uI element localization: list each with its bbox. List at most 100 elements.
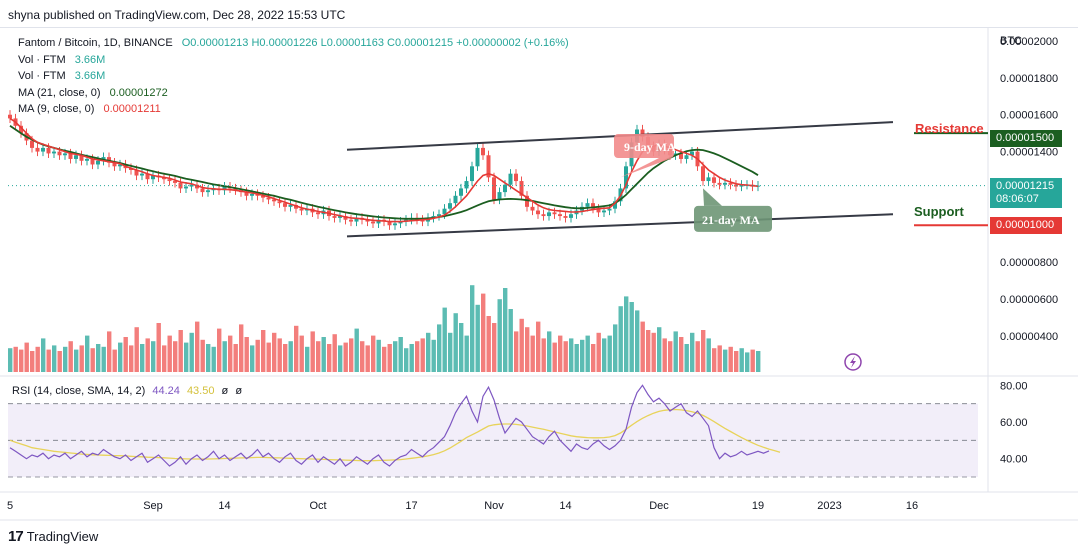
- candle-body: [448, 203, 452, 209]
- volume-bar: [756, 351, 761, 372]
- candle-body: [57, 151, 62, 156]
- volume-bar: [525, 327, 530, 372]
- rsi-label[interactable]: RSI (14, close, SMA, 14, 2): [12, 385, 146, 397]
- volume-bar: [717, 345, 722, 372]
- rsi-legend: RSI (14, close, SMA, 14, 2) 44.24 43.50 …: [12, 385, 242, 397]
- time-tick-label: 5: [7, 500, 13, 512]
- candle-body: [107, 157, 111, 163]
- volume-bar: [745, 352, 750, 372]
- volume-bar: [547, 331, 552, 372]
- volume-bar: [261, 330, 266, 372]
- brand-name: TradingView: [26, 529, 99, 544]
- price-tick-label: 0.00000800: [1000, 257, 1058, 269]
- candle-body: [173, 181, 177, 183]
- candle-body: [387, 221, 392, 226]
- volume-bar: [178, 330, 183, 372]
- candle-body: [613, 201, 617, 209]
- candle-body: [541, 214, 546, 217]
- volume-bar: [321, 337, 326, 372]
- candle-body: [679, 153, 683, 159]
- candle-body: [233, 188, 238, 191]
- volume-bar: [415, 341, 420, 372]
- volume-bar: [101, 346, 106, 372]
- volume-bar: [503, 288, 508, 372]
- volume-bar: [646, 330, 651, 372]
- volume-bar: [63, 346, 68, 372]
- candle-body: [162, 177, 166, 180]
- volume-bar: [134, 327, 139, 372]
- symbol-label[interactable]: Fantom / Bitcoin, 1D, BINANCE: [18, 37, 173, 49]
- ma9-line: [9, 117, 759, 223]
- candle-body: [63, 153, 67, 156]
- volume-bar: [679, 337, 684, 372]
- candle-body: [481, 147, 485, 156]
- price-tick-label: 0.00001800: [1000, 73, 1058, 85]
- volume-bar: [420, 338, 425, 372]
- volume-bar: [382, 346, 387, 372]
- rsi-param-2: ø: [235, 385, 243, 397]
- candle-body: [272, 199, 276, 202]
- candle-body: [266, 197, 271, 200]
- volume-bar: [277, 338, 282, 372]
- candle-body: [90, 158, 95, 165]
- volume-bar: [563, 341, 568, 372]
- candle-body: [96, 160, 100, 165]
- volume-bar: [552, 342, 557, 372]
- volume-bar: [706, 338, 711, 372]
- volume-bar: [200, 339, 205, 372]
- volume-bar: [327, 344, 332, 372]
- candle-body: [728, 182, 733, 185]
- ma9-label[interactable]: MA (9, close, 0): [18, 103, 95, 115]
- volume-bar: [690, 332, 695, 372]
- volume-label[interactable]: Vol · FTM: [18, 70, 66, 82]
- volume-bar: [156, 323, 161, 372]
- volume-bar: [35, 346, 40, 372]
- volume-bar: [585, 335, 590, 372]
- time-tick-label: 14: [218, 500, 230, 512]
- volume-bar: [299, 335, 304, 372]
- candle-body: [8, 114, 12, 119]
- candle-body: [294, 205, 298, 209]
- candle-body: [316, 212, 320, 215]
- candle-body: [717, 182, 722, 185]
- candle-body: [437, 214, 441, 217]
- candle-body: [244, 192, 249, 196]
- support-price-tag: 0.00001000: [990, 217, 1062, 234]
- candle-body: [492, 177, 496, 200]
- volume-bar: [574, 344, 579, 372]
- candle-body: [712, 177, 716, 183]
- ma21-label[interactable]: MA (21, close, 0): [18, 86, 101, 99]
- tradingview-logo-icon: 17: [8, 528, 24, 545]
- volume-bar: [244, 337, 249, 372]
- candle-body: [332, 216, 337, 218]
- candle-body: [519, 181, 524, 196]
- volume-bar: [217, 328, 222, 372]
- volume-bar: [74, 349, 79, 372]
- price-tick-label: 0.00001400: [1000, 147, 1058, 159]
- volume-bar: [541, 338, 546, 372]
- volume-row-1: Vol · FTM 3.66M: [18, 52, 569, 69]
- volume-bar: [387, 344, 392, 372]
- volume-bar: [162, 345, 167, 372]
- volume-label[interactable]: Vol · FTM: [18, 53, 66, 66]
- volume-bar: [349, 338, 354, 372]
- volume-bar: [519, 318, 524, 372]
- time-tick-label: Sep: [143, 500, 163, 512]
- price-tick-label: 0.00000400: [1000, 331, 1058, 343]
- volume-bar: [514, 331, 519, 372]
- candle-body: [640, 129, 645, 137]
- volume-bar: [668, 341, 673, 372]
- time-tick-label: 2023: [817, 500, 841, 512]
- candle-body: [602, 210, 606, 213]
- volume-bar: [569, 338, 574, 372]
- ma21-callout-pointer: [703, 188, 722, 206]
- volume-bar: [343, 342, 348, 372]
- tradingview-brand[interactable]: 17 TradingView: [8, 528, 98, 545]
- candle-body: [354, 217, 359, 222]
- channel-lower-line: [346, 213, 894, 238]
- candle-body: [558, 214, 562, 217]
- volume-bar: [618, 306, 623, 372]
- volume-bar: [558, 335, 563, 372]
- volume-bar: [453, 313, 458, 372]
